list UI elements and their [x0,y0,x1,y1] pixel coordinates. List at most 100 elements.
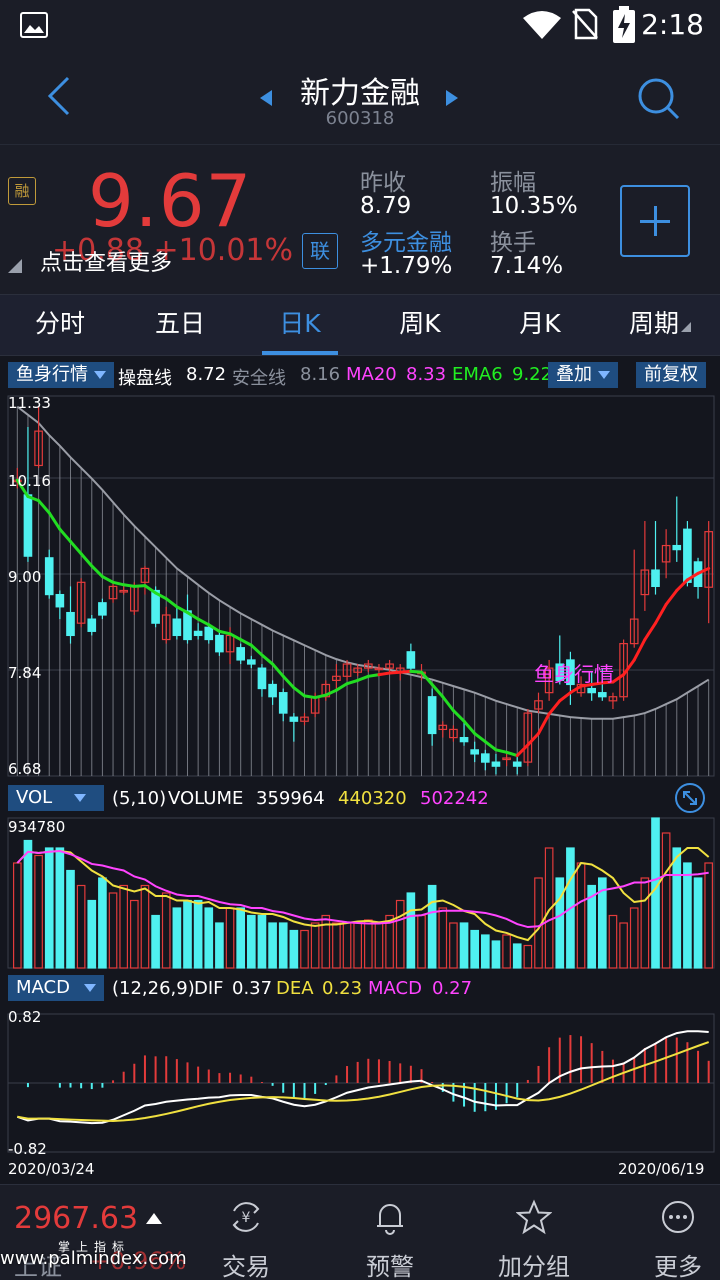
candle-body [246,659,256,665]
ema6-label: EMA6 [452,364,503,385]
volume-bar [438,907,448,969]
candle-body [268,683,277,698]
macd-label: MACD [368,978,422,999]
volume-ma5-line [16,847,710,942]
index-expand-icon[interactable] [146,1213,162,1224]
search-icon[interactable] [636,76,680,120]
candle-body [683,528,692,583]
previous-stock-arrow-icon[interactable] [260,90,272,106]
candle-body [342,663,352,677]
tab-five-day[interactable]: 五日 [130,295,230,355]
add-watchlist-button[interactable] [620,185,690,257]
candle-body [491,761,501,767]
nav-label: 更多 [654,1253,702,1280]
volume-indicator-selector[interactable]: VOL [8,785,104,811]
tab-daily-k[interactable]: 日K [250,295,350,355]
ema6-line-segment [558,691,572,703]
ema6-line-segment [69,539,83,556]
overlay-selector[interactable]: 叠加 [548,362,618,388]
fullscreen-icon[interactable] [674,782,706,814]
candle-body [480,753,490,763]
dropdown-icon [598,371,610,379]
ema6-line-segment [579,682,594,688]
volume-bar [172,907,182,969]
bell-icon [377,1204,403,1235]
volume-ma5: 440320 [338,788,407,809]
wifi-icon [523,11,561,39]
chart-area[interactable]: 鱼身行情 操盘线 8.72 安全线 8.16 MA20 8.33 EMA6 9.… [0,356,720,1184]
volume-bar [55,847,65,969]
candle-body [512,761,522,767]
ema6-line-segment [207,623,221,633]
ema6-line-segment [611,673,626,684]
adjust-selector[interactable]: 前复权 [636,362,706,388]
ema6-line-segment [664,588,679,606]
index-value[interactable]: 2967.63 [14,1201,139,1236]
volume-bar [427,884,437,969]
ema6-line-segment [260,653,275,666]
linked-badge[interactable]: 联 [302,233,338,269]
ema6-line-segment [441,695,455,713]
candle-body [76,581,86,624]
volume-bar [353,922,363,969]
volume-bar [587,884,597,969]
candle-body [672,544,682,551]
tab-label: 周期 [628,309,679,338]
ema6-line-segment [324,688,338,697]
candle-body [427,696,437,735]
y-tick-label: 7.84 [8,664,42,682]
macd-top-label: 0.82 [8,1008,42,1026]
candle-body [523,712,533,763]
stock-name: 新力金融 [300,76,420,111]
dif-value: 0.37 [232,978,273,999]
volume-bar [321,914,331,969]
candle-body [353,667,363,673]
volume-bar [140,884,150,969]
tab-period[interactable]: 周期 [610,295,710,355]
quote-panel[interactable]: 融 9.67 +0.88 +10.01% 点击查看更多 联 昨收 8.79 多元… [0,144,720,294]
ema6-line-segment [451,709,466,723]
dif-label: DIF [194,978,224,999]
price-change: +0.88 +10.01% [52,233,293,268]
ema6-line-segment [675,578,689,592]
ema6-value: 9.22 [512,364,553,385]
volume-bar [480,934,490,969]
candle-body [161,614,171,641]
volume-bar [395,899,405,969]
expand-corner-icon [8,259,22,273]
tab-weekly-k[interactable]: 周K [370,295,470,355]
ema6-line-segment [654,602,668,625]
ema6-line-segment [132,584,147,588]
ema6-line-segment [90,564,104,579]
see-more-prompt[interactable]: 点击查看更多 [40,251,173,276]
sector-label[interactable]: 多元金融 [360,230,452,256]
next-stock-arrow-icon[interactable] [446,90,458,106]
volume-bar [597,877,607,969]
tab-monthly-k[interactable]: 月K [490,295,590,355]
candle-body [98,602,107,616]
tab-intraday[interactable]: 分时 [10,295,110,355]
candle-body [555,663,565,681]
volume-bar [332,922,341,969]
ema6-line-segment [685,571,700,582]
back-chevron-icon[interactable] [44,76,74,116]
stock-code: 600318 [325,108,395,129]
candle-body [257,667,267,690]
dif-line [16,1030,709,1125]
candle-body [119,589,129,593]
volume-bar [193,899,203,969]
kline-chart[interactable] [0,356,720,1184]
bottom-nav: 2967.63 上证 +0.96% ¥ 交易 预警 加分组 更多 [0,1184,720,1280]
indicator-selector[interactable]: 鱼身行情 [8,362,114,388]
fish-body-annotation: 鱼身行情 [534,662,614,686]
end-date-label: 2020/06/19 [618,1160,705,1178]
candle-body [704,531,714,588]
y-tick-label: 11.33 [8,394,51,412]
status-time: 2:18 [641,8,704,41]
ema6-line-segment [515,743,530,758]
candle-body [44,557,54,596]
nav-label: 加分组 [498,1253,570,1280]
ema6-line-segment [37,499,51,515]
macd-indicator-selector[interactable]: MACD [8,975,104,1001]
candle-body [629,618,639,645]
